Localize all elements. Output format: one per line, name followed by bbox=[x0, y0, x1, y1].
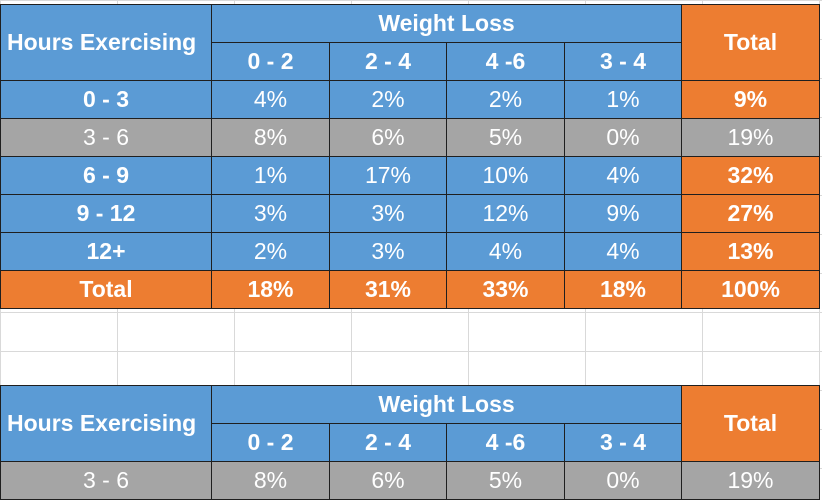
row-label-cell[interactable]: 9 - 12 bbox=[0, 194, 212, 233]
value-cell[interactable]: 4% bbox=[446, 232, 565, 271]
value-cell[interactable]: 2% bbox=[211, 232, 330, 271]
row-total-cell[interactable]: 9% bbox=[681, 80, 820, 119]
weight-loss-header[interactable]: Weight Loss bbox=[211, 385, 682, 424]
row-total-cell[interactable]: 19% bbox=[681, 461, 820, 500]
value-cell[interactable]: 3% bbox=[329, 232, 447, 271]
table-row: 0 - 3 4% 2% 2% 1% 9% bbox=[0, 80, 820, 119]
value-cell[interactable]: 6% bbox=[329, 118, 447, 157]
weight-loss-column-header[interactable]: 3 - 4 bbox=[564, 42, 682, 81]
row-label-cell[interactable]: 0 - 3 bbox=[0, 80, 212, 119]
hours-exercising-header[interactable]: Hours Exercising bbox=[0, 385, 212, 462]
row-label-cell[interactable]: 12+ bbox=[0, 232, 212, 271]
value-cell[interactable]: 3% bbox=[329, 194, 447, 233]
value-cell[interactable]: 6% bbox=[329, 461, 447, 500]
table-row: 9 - 12 3% 3% 12% 9% 27% bbox=[0, 194, 820, 233]
weight-loss-column-header[interactable]: 4 -6 bbox=[446, 423, 565, 462]
value-cell[interactable]: 8% bbox=[211, 461, 330, 500]
value-cell[interactable]: 5% bbox=[446, 118, 565, 157]
value-cell[interactable]: 1% bbox=[564, 80, 682, 119]
hours-exercising-header[interactable]: Hours Exercising bbox=[0, 4, 212, 81]
table-row: 6 - 9 1% 17% 10% 4% 32% bbox=[0, 156, 820, 195]
pivot-table-main: Hours Exercising Weight Loss Total 0 - 2… bbox=[0, 4, 820, 309]
row-total-cell[interactable]: 19% bbox=[681, 118, 820, 157]
row-label-cell[interactable]: 3 - 6 bbox=[0, 461, 212, 500]
value-cell[interactable]: 2% bbox=[446, 80, 565, 119]
weight-loss-column-header[interactable]: 0 - 2 bbox=[211, 42, 330, 81]
weight-loss-column-header[interactable]: 4 -6 bbox=[446, 42, 565, 81]
totals-row: Total 18% 31% 33% 18% 100% bbox=[0, 270, 820, 309]
value-cell[interactable]: 10% bbox=[446, 156, 565, 195]
weight-loss-header[interactable]: Weight Loss bbox=[211, 4, 682, 43]
row-label-cell[interactable]: 6 - 9 bbox=[0, 156, 212, 195]
value-cell[interactable]: 0% bbox=[564, 461, 682, 500]
column-total-cell[interactable]: 31% bbox=[329, 270, 447, 309]
row-label-cell[interactable]: 3 - 6 bbox=[0, 118, 212, 157]
row-total-cell[interactable]: 13% bbox=[681, 232, 820, 271]
weight-loss-column-header[interactable]: 2 - 4 bbox=[329, 42, 447, 81]
value-cell[interactable]: 4% bbox=[564, 232, 682, 271]
value-cell[interactable]: 1% bbox=[211, 156, 330, 195]
column-total-cell[interactable]: 18% bbox=[211, 270, 330, 309]
value-cell[interactable]: 4% bbox=[211, 80, 330, 119]
value-cell[interactable]: 12% bbox=[446, 194, 565, 233]
column-total-cell[interactable]: 18% bbox=[564, 270, 682, 309]
grand-total-cell[interactable]: 100% bbox=[681, 270, 820, 309]
total-header[interactable]: Total bbox=[681, 4, 820, 81]
value-cell[interactable]: 4% bbox=[564, 156, 682, 195]
table-row: 12+ 2% 3% 4% 4% 13% bbox=[0, 232, 820, 271]
value-cell[interactable]: 2% bbox=[329, 80, 447, 119]
column-total-cell[interactable]: 33% bbox=[446, 270, 565, 309]
value-cell[interactable]: 0% bbox=[564, 118, 682, 157]
table-row: 3 - 6 8% 6% 5% 0% 19% bbox=[0, 461, 820, 500]
total-header[interactable]: Total bbox=[681, 385, 820, 462]
weight-loss-column-header[interactable]: 0 - 2 bbox=[211, 423, 330, 462]
value-cell[interactable]: 5% bbox=[446, 461, 565, 500]
value-cell[interactable]: 9% bbox=[564, 194, 682, 233]
value-cell[interactable]: 8% bbox=[211, 118, 330, 157]
row-total-cell[interactable]: 32% bbox=[681, 156, 820, 195]
weight-loss-column-header[interactable]: 3 - 4 bbox=[564, 423, 682, 462]
value-cell[interactable]: 3% bbox=[211, 194, 330, 233]
pivot-table-filtered: Hours Exercising Weight Loss Total 0 - 2… bbox=[0, 385, 820, 500]
value-cell[interactable]: 17% bbox=[329, 156, 447, 195]
table-row: 3 - 6 8% 6% 5% 0% 19% bbox=[0, 118, 820, 157]
totals-label-cell[interactable]: Total bbox=[0, 270, 212, 309]
weight-loss-column-header[interactable]: 2 - 4 bbox=[329, 423, 447, 462]
row-total-cell[interactable]: 27% bbox=[681, 194, 820, 233]
